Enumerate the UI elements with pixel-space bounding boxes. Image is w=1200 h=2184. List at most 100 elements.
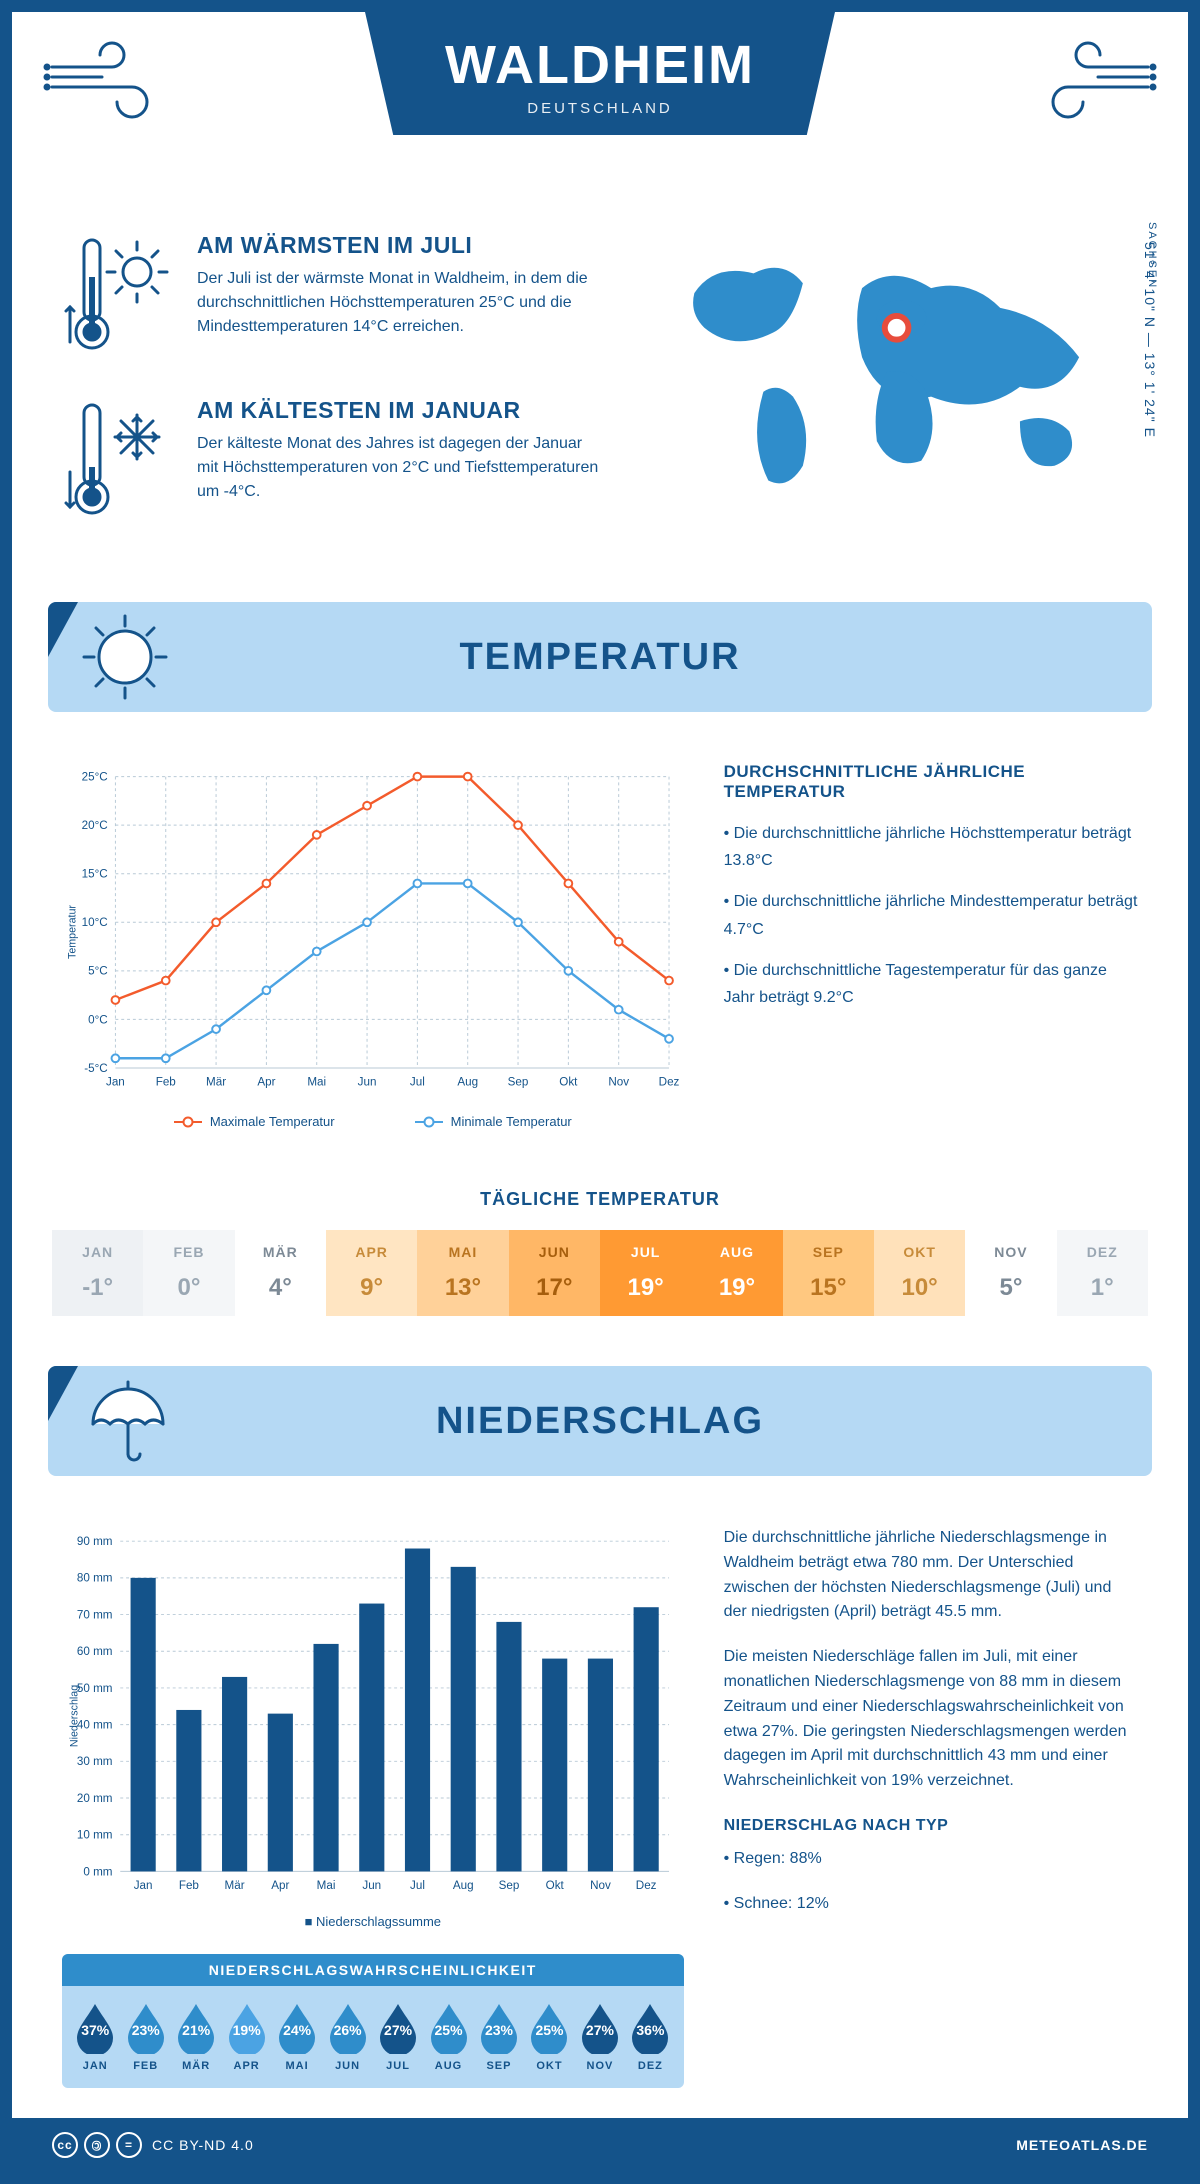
umbrella-icon bbox=[78, 1374, 173, 1469]
svg-text:Sep: Sep bbox=[508, 1075, 529, 1088]
daily-temp-cell: OKT10° bbox=[874, 1230, 965, 1316]
daily-temp-grid: JAN-1°FEB0°MÄR4°APR9°MAI13°JUN17°JUL19°A… bbox=[52, 1230, 1148, 1316]
temp-info-title: DURCHSCHNITTLICHE JÄHRLICHE TEMPERATUR bbox=[724, 762, 1138, 802]
cc-icon: cc bbox=[52, 2132, 78, 2158]
svg-text:Apr: Apr bbox=[257, 1075, 275, 1088]
svg-text:Temperatur: Temperatur bbox=[67, 905, 79, 959]
prob-cell: 24%MAI bbox=[274, 2000, 320, 2072]
svg-text:Jun: Jun bbox=[358, 1075, 377, 1088]
precip-by-type-1: • Regen: 88% bbox=[724, 1847, 1138, 1872]
svg-text:Jan: Jan bbox=[106, 1075, 125, 1088]
prob-cell: 27%JUL bbox=[375, 2000, 421, 2072]
temperature-line-chart: -5°C0°C5°C10°C15°C20°C25°CJanFebMärAprMa… bbox=[62, 762, 684, 1102]
svg-text:Dez: Dez bbox=[659, 1075, 680, 1088]
cold-fact-title: AM KÄLTESTEN IM JANUAR bbox=[197, 397, 605, 424]
cold-fact: AM KÄLTESTEN IM JANUAR Der kälteste Mona… bbox=[62, 397, 605, 527]
footer-license: cc 🄯 = CC BY-ND 4.0 bbox=[52, 2132, 254, 2158]
nd-icon: = bbox=[116, 2132, 142, 2158]
svg-text:Aug: Aug bbox=[457, 1075, 478, 1088]
svg-text:Feb: Feb bbox=[156, 1075, 176, 1088]
svg-text:25°C: 25°C bbox=[82, 770, 108, 783]
daily-temp-cell: JAN-1° bbox=[52, 1230, 143, 1316]
daily-temp-cell: APR9° bbox=[326, 1230, 417, 1316]
svg-text:70 mm: 70 mm bbox=[77, 1608, 113, 1621]
svg-text:30 mm: 30 mm bbox=[77, 1755, 113, 1768]
prob-row: 37%JAN23%FEB21%MÄR19%APR24%MAI26%JUN27%J… bbox=[62, 1986, 684, 2076]
world-map bbox=[645, 232, 1138, 512]
daily-temp-cell: JUL19° bbox=[600, 1230, 691, 1316]
svg-text:Mär: Mär bbox=[206, 1075, 226, 1088]
coordinates: 51° 4' 10" N — 13° 1' 24" E bbox=[1142, 242, 1158, 438]
precip-probability-panel: NIEDERSCHLAGSWAHRSCHEINLICHKEIT 37%JAN23… bbox=[62, 1954, 684, 2088]
precip-text-2: Die meisten Niederschläge fallen im Juli… bbox=[724, 1645, 1138, 1794]
warm-fact-title: AM WÄRMSTEN IM JULI bbox=[197, 232, 605, 259]
by-icon: 🄯 bbox=[84, 2132, 110, 2158]
svg-text:Jul: Jul bbox=[410, 1075, 425, 1088]
precip-left-column: 0 mm10 mm20 mm30 mm40 mm50 mm60 mm70 mm8… bbox=[62, 1526, 684, 2088]
svg-text:-5°C: -5°C bbox=[84, 1062, 107, 1075]
svg-text:Aug: Aug bbox=[453, 1879, 474, 1892]
temp-info-b3: • Die durchschnittliche Tagestemperatur … bbox=[724, 957, 1138, 1011]
svg-text:Apr: Apr bbox=[271, 1879, 289, 1892]
daily-temp-cell: FEB0° bbox=[143, 1230, 234, 1316]
legend-min: Minimale Temperatur bbox=[415, 1114, 572, 1129]
facts-column: AM WÄRMSTEN IM JULI Der Juli ist der wär… bbox=[62, 232, 605, 562]
prob-cell: 26%JUN bbox=[324, 2000, 370, 2072]
city-title: WALDHEIM bbox=[445, 34, 755, 96]
svg-text:Mai: Mai bbox=[307, 1075, 326, 1088]
svg-text:40 mm: 40 mm bbox=[77, 1719, 113, 1732]
svg-text:Dez: Dez bbox=[636, 1879, 657, 1892]
cold-fact-body: Der kälteste Monat des Jahres ist dagege… bbox=[197, 432, 605, 504]
daily-temp-title: TÄGLICHE TEMPERATUR bbox=[12, 1189, 1188, 1210]
prob-cell: 21%MÄR bbox=[173, 2000, 219, 2072]
header-banner: WALDHEIM DEUTSCHLAND bbox=[12, 12, 1188, 212]
daily-temp-cell: MAI13° bbox=[417, 1230, 508, 1316]
prob-cell: 27%NOV bbox=[577, 2000, 623, 2072]
temp-info-b1: • Die durchschnittliche jährliche Höchst… bbox=[724, 820, 1138, 874]
svg-text:Okt: Okt bbox=[546, 1879, 565, 1892]
legend-max-label: Maximale Temperatur bbox=[210, 1114, 335, 1129]
country-subtitle: DEUTSCHLAND bbox=[445, 100, 755, 117]
svg-text:20°C: 20°C bbox=[82, 819, 108, 832]
prob-cell: 36%DEZ bbox=[627, 2000, 673, 2072]
svg-text:Sep: Sep bbox=[499, 1879, 520, 1892]
svg-text:90 mm: 90 mm bbox=[77, 1535, 113, 1548]
daily-temp-cell: AUG19° bbox=[691, 1230, 782, 1316]
prob-cell: 25%AUG bbox=[425, 2000, 471, 2072]
daily-temp-cell: JUN17° bbox=[509, 1230, 600, 1316]
prob-cell: 23%FEB bbox=[122, 2000, 168, 2072]
svg-text:Nov: Nov bbox=[608, 1075, 629, 1088]
svg-text:0°C: 0°C bbox=[88, 1013, 108, 1026]
intro-row: AM WÄRMSTEN IM JULI Der Juli ist der wär… bbox=[12, 212, 1188, 602]
thermometer-sun-icon bbox=[62, 232, 172, 362]
cold-fact-text: AM KÄLTESTEN IM JANUAR Der kälteste Mona… bbox=[197, 397, 605, 527]
title-ribbon: WALDHEIM DEUTSCHLAND bbox=[365, 12, 835, 135]
svg-text:80 mm: 80 mm bbox=[77, 1572, 113, 1585]
svg-text:50 mm: 50 mm bbox=[77, 1682, 113, 1695]
legend-min-label: Minimale Temperatur bbox=[451, 1114, 572, 1129]
footer: cc 🄯 = CC BY-ND 4.0 METEOATLAS.DE bbox=[12, 2118, 1188, 2172]
precip-bar-legend: Niederschlagssumme bbox=[62, 1914, 684, 1929]
temp-info-b2: • Die durchschnittliche jährliche Mindes… bbox=[724, 888, 1138, 942]
precip-body: 0 mm10 mm20 mm30 mm40 mm50 mm60 mm70 mm8… bbox=[12, 1476, 1188, 2118]
svg-text:Jul: Jul bbox=[410, 1879, 425, 1892]
svg-text:15°C: 15°C bbox=[82, 868, 108, 881]
footer-site: METEOATLAS.DE bbox=[1016, 2137, 1148, 2153]
svg-text:60 mm: 60 mm bbox=[77, 1645, 113, 1658]
daily-temp-cell: DEZ1° bbox=[1057, 1230, 1148, 1316]
temperature-info: DURCHSCHNITTLICHE JÄHRLICHE TEMPERATUR •… bbox=[724, 762, 1138, 1129]
daily-temp-cell: SEP15° bbox=[783, 1230, 874, 1316]
temperature-body: -5°C0°C5°C10°C15°C20°C25°CJanFebMärAprMa… bbox=[12, 712, 1188, 1159]
precip-bar-chart: 0 mm10 mm20 mm30 mm40 mm50 mm60 mm70 mm8… bbox=[62, 1526, 684, 1906]
svg-text:Mai: Mai bbox=[317, 1879, 336, 1892]
prob-cell: 23%SEP bbox=[476, 2000, 522, 2072]
temperature-legend: Maximale Temperatur Minimale Temperatur bbox=[62, 1114, 684, 1129]
legend-max: Maximale Temperatur bbox=[174, 1114, 335, 1129]
daily-temp-cell: MÄR4° bbox=[235, 1230, 326, 1316]
precip-text-1: Die durchschnittliche jährliche Niedersc… bbox=[724, 1526, 1138, 1625]
thermometer-snow-icon bbox=[62, 397, 172, 527]
prob-cell: 19%APR bbox=[223, 2000, 269, 2072]
temperature-title: TEMPERATUR bbox=[48, 636, 1152, 679]
precip-by-type-2: • Schnee: 12% bbox=[724, 1892, 1138, 1917]
svg-text:Nov: Nov bbox=[590, 1879, 611, 1892]
